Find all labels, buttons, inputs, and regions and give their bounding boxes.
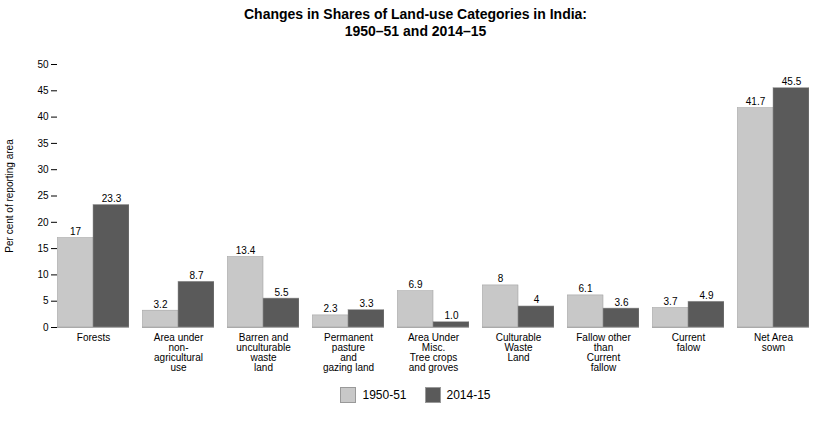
svg-text:Barren andunculturablewastelan: Barren andunculturablewasteland bbox=[236, 332, 291, 373]
html-text:2014-15: 2014-15 bbox=[446, 388, 491, 402]
svg-text:Currentfalow: Currentfalow bbox=[672, 332, 706, 353]
svg-text:3.6: 3.6 bbox=[615, 297, 629, 308]
svg-text:8.7: 8.7 bbox=[190, 270, 204, 281]
svg-text:6.1: 6.1 bbox=[579, 283, 593, 294]
svg-text:Area undernon-agriculturaluse: Area undernon-agriculturaluse bbox=[154, 332, 204, 373]
svg-text:1.0: 1.0 bbox=[445, 310, 459, 321]
svg-text:5: 5 bbox=[43, 295, 49, 306]
svg-text:8: 8 bbox=[498, 273, 504, 284]
svg-text:25: 25 bbox=[37, 190, 49, 201]
svg-text:CulturableWasteLand: CulturableWasteLand bbox=[496, 332, 542, 363]
html-text:1950-51: 1950-51 bbox=[362, 388, 407, 402]
svg-text:35: 35 bbox=[37, 138, 49, 149]
svg-text:Permanentpastureandgazing land: Permanentpastureandgazing land bbox=[323, 332, 374, 373]
svg-text:3.3: 3.3 bbox=[360, 298, 374, 309]
svg-text:20: 20 bbox=[37, 217, 49, 228]
svg-text:13.4: 13.4 bbox=[236, 245, 256, 256]
svg-text:23.3: 23.3 bbox=[102, 193, 122, 204]
svg-text:Area UnderMisc.Tree cropsand g: Area UnderMisc.Tree cropsand groves bbox=[408, 332, 460, 373]
svg-text:50: 50 bbox=[37, 59, 49, 70]
svg-text:Per cent of reporting area: Per cent of reporting area bbox=[4, 139, 15, 253]
svg-text:17: 17 bbox=[70, 226, 82, 237]
svg-text:Forests: Forests bbox=[77, 332, 110, 343]
svg-text:6.9: 6.9 bbox=[409, 279, 423, 290]
svg-text:30: 30 bbox=[37, 164, 49, 175]
svg-text:Net Areasown: Net Areasown bbox=[754, 332, 793, 353]
svg-text:2.3: 2.3 bbox=[324, 303, 338, 314]
svg-text:45.5: 45.5 bbox=[782, 76, 802, 87]
svg-text:40: 40 bbox=[37, 111, 49, 122]
svg-text:4.9: 4.9 bbox=[700, 290, 714, 301]
svg-text:15: 15 bbox=[37, 243, 49, 254]
svg-text:10: 10 bbox=[37, 269, 49, 280]
svg-text:45: 45 bbox=[37, 85, 49, 96]
svg-text:0: 0 bbox=[43, 322, 49, 333]
svg-text:Fallow otherthanCurrentfallow: Fallow otherthanCurrentfallow bbox=[576, 332, 631, 373]
svg-text:4: 4 bbox=[534, 294, 540, 305]
svg-text:41.7: 41.7 bbox=[746, 96, 766, 107]
svg-text:3.7: 3.7 bbox=[664, 296, 678, 307]
svg-text:5.5: 5.5 bbox=[275, 287, 289, 298]
html-text:Changes in Shares of Land-use: Changes in Shares of Land-use Categories… bbox=[244, 6, 587, 39]
svg-text:3.2: 3.2 bbox=[154, 299, 168, 310]
